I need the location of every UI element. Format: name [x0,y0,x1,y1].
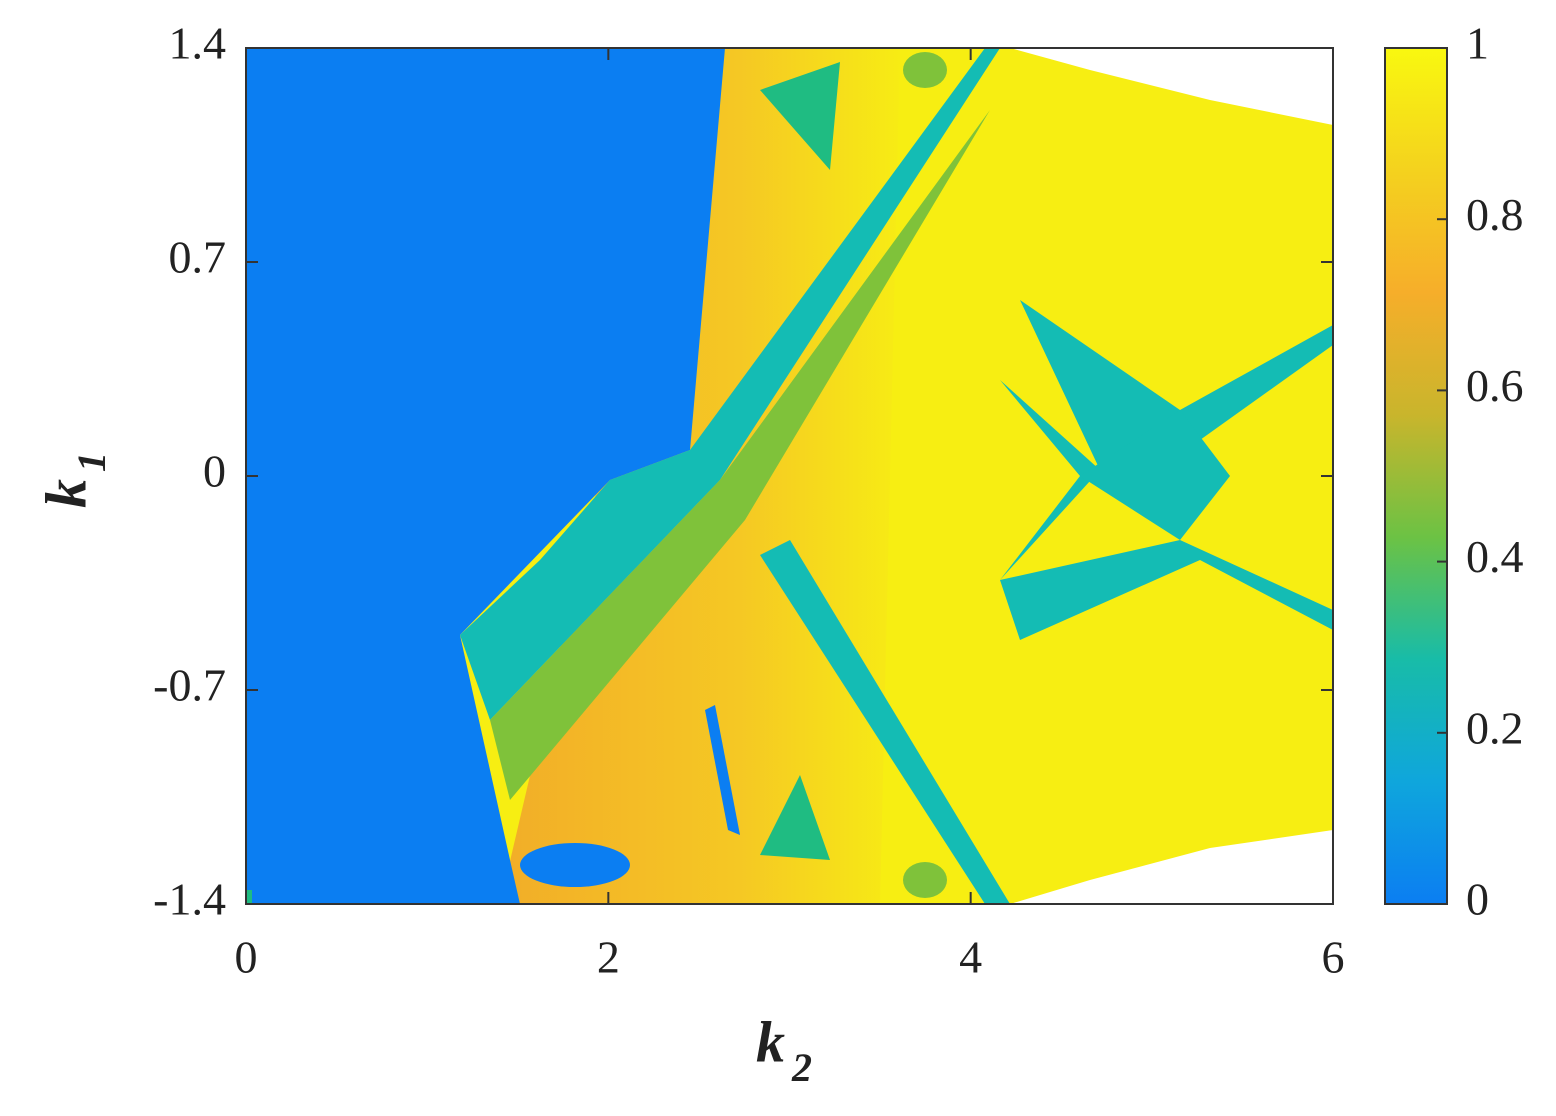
x-axis-label: k [756,1009,785,1074]
y-tick-label: 0 [203,446,226,497]
y-tick-label: 1.4 [169,18,227,69]
y-tick-label: -1.4 [153,874,226,925]
colorbar-tick-label: 0.2 [1466,702,1524,753]
colorbar-tick-label: 0.8 [1466,189,1524,240]
x-tick-label: 0 [235,932,258,983]
colorbar-tick-label: 1 [1466,18,1489,69]
heatmap [246,48,1333,904]
y-axis-label-subscript: 1 [69,452,114,472]
y-tick-label: -0.7 [153,660,226,711]
x-tick-label: 6 [1322,932,1345,983]
x-tick-label: 4 [959,932,982,983]
y-axis-label: k [33,479,98,508]
x-tick-label: 2 [597,932,620,983]
colorbar [1384,47,1448,905]
colorbar-tick-label: 0 [1466,874,1489,925]
colorbar-tick-label: 0.6 [1466,360,1524,411]
x-axis-label-subscript: 2 [791,1045,812,1090]
y-tick-label: 0.7 [169,232,227,283]
colorbar-tick-label: 0.4 [1466,531,1524,582]
